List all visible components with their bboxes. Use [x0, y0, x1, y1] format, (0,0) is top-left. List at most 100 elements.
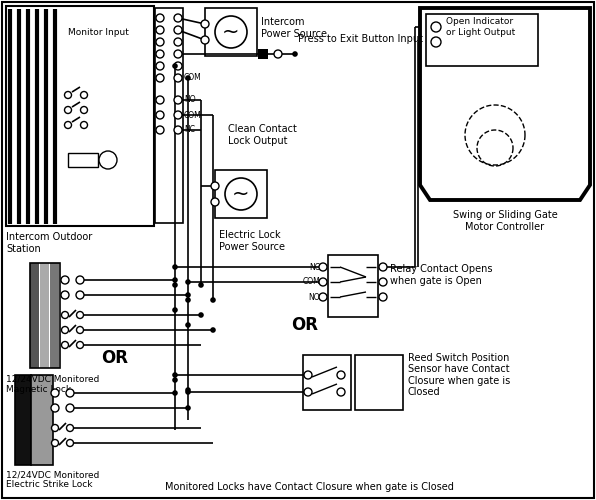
Bar: [68, 153, 98, 167]
Text: NC: NC: [184, 126, 195, 134]
Circle shape: [80, 92, 88, 98]
Circle shape: [431, 37, 441, 47]
Bar: [205, 8, 257, 56]
Circle shape: [198, 312, 204, 318]
Text: Intercom
Power Source: Intercom Power Source: [261, 17, 327, 39]
Bar: [303, 355, 351, 410]
Circle shape: [61, 312, 69, 318]
Circle shape: [431, 22, 441, 32]
Circle shape: [185, 279, 191, 285]
Text: Intercom Outdoor
Station: Intercom Outdoor Station: [6, 232, 92, 254]
Text: 12/24VDC Monitored
Electric Strike Lock: 12/24VDC Monitored Electric Strike Lock: [6, 470, 100, 490]
Circle shape: [76, 342, 83, 348]
Bar: [30, 263, 60, 368]
Text: COM: COM: [302, 278, 320, 286]
Text: NO: NO: [184, 96, 195, 104]
Circle shape: [174, 62, 182, 70]
Circle shape: [379, 293, 387, 301]
Text: Relay Contact Opens
when gate is Open: Relay Contact Opens when gate is Open: [390, 264, 492, 286]
Circle shape: [172, 307, 178, 313]
Circle shape: [274, 50, 282, 58]
Circle shape: [76, 312, 83, 318]
Circle shape: [379, 263, 387, 271]
Text: Swing or Sliding Gate
Motor Controller: Swing or Sliding Gate Motor Controller: [452, 210, 557, 232]
Bar: [328, 255, 378, 317]
Circle shape: [185, 292, 191, 298]
Circle shape: [66, 389, 74, 397]
Text: Electric Lock
Power Source: Electric Lock Power Source: [219, 230, 285, 252]
Circle shape: [319, 293, 327, 301]
Bar: [258, 49, 268, 59]
Circle shape: [185, 75, 191, 81]
Bar: [30, 263, 39, 368]
Bar: [355, 355, 403, 410]
Circle shape: [51, 440, 58, 446]
Text: COM: COM: [184, 74, 202, 82]
Circle shape: [185, 387, 191, 393]
Circle shape: [172, 372, 178, 378]
Circle shape: [156, 74, 164, 82]
Circle shape: [51, 424, 58, 432]
Circle shape: [76, 291, 84, 299]
Circle shape: [80, 106, 88, 114]
Circle shape: [215, 16, 247, 48]
Circle shape: [156, 50, 164, 58]
Bar: [15, 375, 31, 465]
Circle shape: [61, 276, 69, 284]
Circle shape: [67, 424, 73, 432]
Text: 12/24VDC Monitored
Magnetic Lock: 12/24VDC Monitored Magnetic Lock: [6, 375, 100, 394]
Circle shape: [61, 291, 69, 299]
Circle shape: [292, 51, 298, 57]
Bar: [6, 6, 154, 226]
Circle shape: [64, 92, 72, 98]
Circle shape: [64, 122, 72, 128]
Polygon shape: [420, 8, 590, 200]
Circle shape: [156, 38, 164, 46]
Text: NO: NO: [308, 292, 320, 302]
Circle shape: [210, 297, 216, 303]
Text: ~: ~: [232, 184, 250, 204]
Circle shape: [319, 263, 327, 271]
Text: ~: ~: [222, 22, 240, 42]
Circle shape: [174, 126, 182, 134]
Circle shape: [210, 327, 216, 333]
Text: Open Indicator
or Light Output: Open Indicator or Light Output: [446, 18, 516, 36]
Circle shape: [337, 388, 345, 396]
Circle shape: [198, 282, 204, 288]
Circle shape: [64, 106, 72, 114]
Circle shape: [66, 404, 74, 412]
Circle shape: [185, 405, 191, 411]
Text: NC: NC: [309, 262, 320, 272]
Circle shape: [211, 182, 219, 190]
Circle shape: [99, 151, 117, 169]
Bar: [426, 14, 538, 66]
Circle shape: [156, 111, 164, 119]
Bar: [40, 263, 49, 368]
Circle shape: [172, 282, 178, 288]
Circle shape: [80, 122, 88, 128]
Circle shape: [172, 377, 178, 383]
Bar: [155, 8, 183, 223]
Circle shape: [156, 62, 164, 70]
Circle shape: [67, 440, 73, 446]
Circle shape: [156, 96, 164, 104]
Circle shape: [174, 26, 182, 34]
Circle shape: [337, 371, 345, 379]
Circle shape: [201, 36, 209, 44]
Circle shape: [51, 404, 59, 412]
Circle shape: [174, 96, 182, 104]
Circle shape: [156, 14, 164, 22]
Circle shape: [172, 63, 178, 69]
Circle shape: [156, 26, 164, 34]
Circle shape: [156, 126, 164, 134]
Bar: [215, 170, 267, 218]
Circle shape: [174, 111, 182, 119]
Text: Press to Exit Button Input: Press to Exit Button Input: [298, 34, 423, 44]
Circle shape: [174, 50, 182, 58]
Bar: [31, 375, 53, 465]
Text: Reed Switch Position
Sensor have Contact
Closure when gate is
Closed: Reed Switch Position Sensor have Contact…: [408, 352, 510, 398]
Circle shape: [225, 178, 257, 210]
Circle shape: [61, 342, 69, 348]
Circle shape: [379, 278, 387, 286]
Circle shape: [304, 371, 312, 379]
